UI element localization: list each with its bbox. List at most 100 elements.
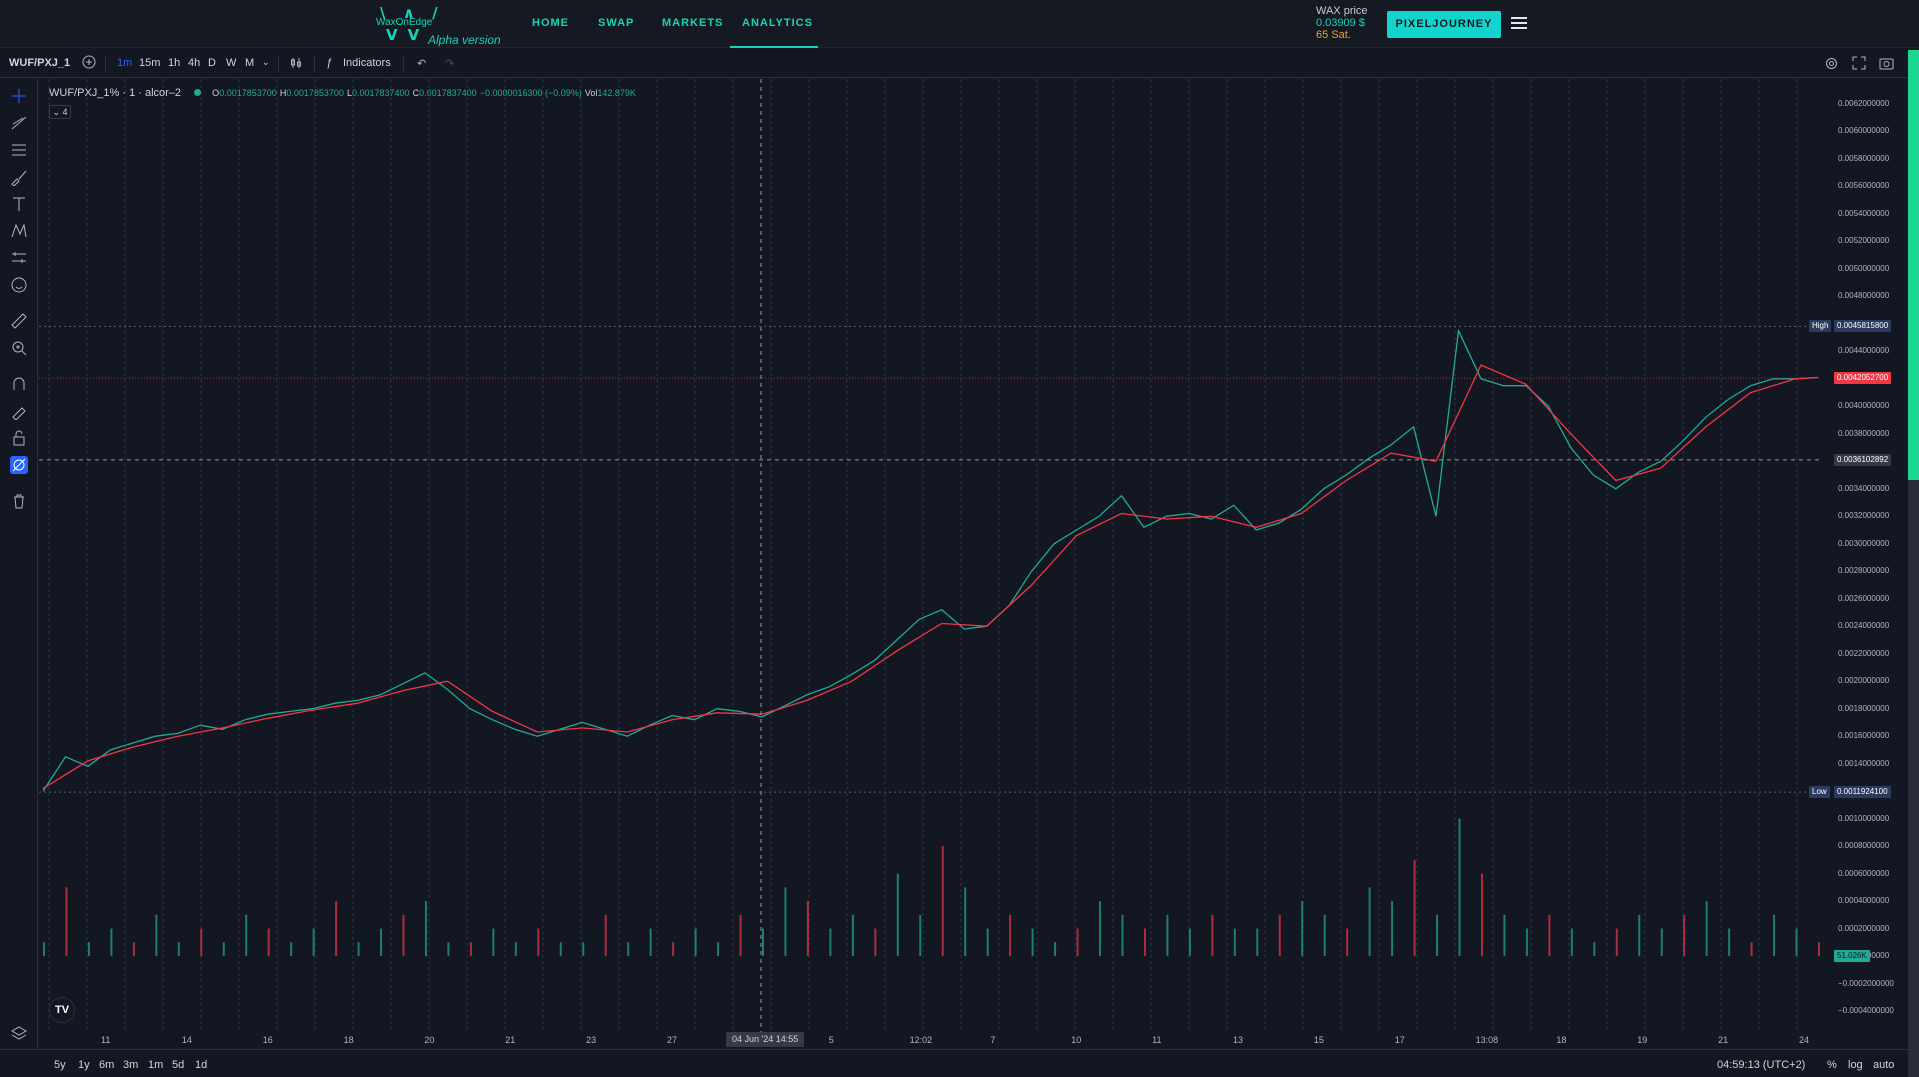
chart-toolbar: WUF/PXJ_1 1m 15m 1h 4h D W M ⌄ ƒ Indicat… <box>0 49 1919 78</box>
hamburger-menu-icon[interactable] <box>1511 17 1527 31</box>
volume-bar <box>380 928 383 957</box>
price-axis-tick-label: 0.0054000000 <box>1838 208 1890 218</box>
volume-bar <box>1638 914 1641 957</box>
volume-bar <box>402 914 405 957</box>
symbol-search-button[interactable]: WUF/PXJ_1 <box>9 57 71 69</box>
price-axis-tick-label: −0.0002000000 <box>1838 978 1894 988</box>
price-axis-tick-label: 0.0006000000 <box>1838 868 1890 878</box>
time-axis-tick-label: 10 <box>1071 1035 1082 1045</box>
range-5d[interactable]: 5d <box>172 1059 185 1071</box>
low-label-tag: Low <box>1809 786 1830 799</box>
price-axis-tick-label: 0.0016000000 <box>1838 731 1890 741</box>
legend-volume: 142.879K <box>597 88 636 98</box>
redo-icon[interactable]: ↷ <box>445 58 455 70</box>
interval-15m[interactable]: 15m <box>139 57 161 69</box>
interval-1h[interactable]: 1h <box>168 57 181 69</box>
camera-snapshot-icon[interactable] <box>1879 56 1894 70</box>
pixeljourney-button[interactable]: PIXELJOURNEY <box>1387 11 1501 38</box>
volume-bar <box>1323 914 1326 957</box>
interval-4h[interactable]: 4h <box>188 57 201 69</box>
lock-icon[interactable] <box>10 429 28 447</box>
brush-icon[interactable] <box>10 168 28 187</box>
compare-add-icon[interactable] <box>82 55 96 69</box>
volume-bar <box>649 928 652 957</box>
clock-timezone[interactable]: 04:59:13 (UTC+2) <box>1717 1059 1806 1071</box>
pattern-tool-icon[interactable] <box>10 222 28 240</box>
crosshair-icon[interactable] <box>10 87 28 105</box>
chart-pane[interactable] <box>39 79 1919 1032</box>
volume-bar <box>1750 942 1753 957</box>
nav-markets[interactable]: MARKETS <box>662 17 724 29</box>
range-1y[interactable]: 1y <box>78 1059 90 1071</box>
chart-type-candles-icon[interactable] <box>289 56 303 70</box>
volume-bar <box>1773 914 1776 957</box>
nav-swap[interactable]: SWAP <box>598 17 635 29</box>
indicators-button[interactable]: Indicators <box>343 57 391 69</box>
legend-high: 0.0017853700 <box>286 88 344 98</box>
trash-icon[interactable] <box>10 492 28 510</box>
zoom-in-icon[interactable] <box>10 339 28 357</box>
log-scale-toggle[interactable]: log <box>1848 1059 1863 1071</box>
low-value-tag: 0.0011924100 <box>1834 786 1891 799</box>
emoji-icon[interactable] <box>10 276 28 294</box>
magnet-icon[interactable] <box>10 375 28 393</box>
interval-1m[interactable]: 1m <box>117 57 133 69</box>
time-axis-tick-label: 7 <box>990 1035 996 1045</box>
page-scrollbar-track[interactable] <box>1908 480 1919 1077</box>
trend-line-icon[interactable] <box>10 114 28 132</box>
range-1d[interactable]: 1d <box>195 1059 208 1071</box>
high-value-tag: 0.0045815800 <box>1834 320 1892 333</box>
volume-bar <box>851 914 854 957</box>
prediction-tool-icon[interactable] <box>10 249 28 267</box>
range-3m[interactable]: 3m <box>123 1059 139 1071</box>
auto-scale-toggle[interactable]: auto <box>1873 1059 1895 1071</box>
range-1m[interactable]: 1m <box>148 1059 164 1071</box>
logo-mark-bottom: VV <box>386 26 430 44</box>
indicators-fx-icon[interactable]: ƒ <box>326 57 333 69</box>
layers-icon[interactable] <box>10 1024 28 1042</box>
range-5y[interactable]: 5y <box>54 1059 66 1071</box>
percent-scale-toggle[interactable]: % <box>1827 1059 1837 1071</box>
time-axis-tick-label: 21 <box>1718 1035 1729 1045</box>
time-axis[interactable]: 1114161820212327Jun512:027101113151713:0… <box>39 1032 1919 1048</box>
fullscreen-icon[interactable] <box>1852 56 1866 70</box>
lock-drawing-mode-icon[interactable] <box>10 402 28 421</box>
volume-bar <box>1615 928 1618 957</box>
volume-bar <box>1480 873 1483 957</box>
page-scrollbar-thumb[interactable] <box>1908 50 1919 480</box>
text-tool-icon[interactable] <box>10 195 28 213</box>
volume-bar <box>761 928 764 957</box>
nav-analytics[interactable]: ANALYTICS <box>742 17 813 29</box>
legend-change: −0.0000016300 (−0.09%) <box>479 88 582 98</box>
legend-collapse-button[interactable]: ⌄ 4 <box>49 105 71 119</box>
tradingview-logo[interactable]: TV <box>49 997 75 1023</box>
ruler-icon[interactable] <box>10 312 28 330</box>
interval-m[interactable]: M <box>245 57 255 69</box>
waxonedge-logo[interactable]: \ ∧ / WaxOnEdge VV Alpha version <box>372 4 512 47</box>
settings-gear-icon[interactable] <box>1824 56 1839 71</box>
undo-icon[interactable]: ↶ <box>417 58 427 70</box>
nav-home[interactable]: HOME <box>532 17 569 29</box>
price-chart-svg[interactable] <box>39 79 1919 1032</box>
price-axis-tick-label: 0.0048000000 <box>1838 291 1890 301</box>
volume-bar <box>43 942 45 957</box>
legend-symbol[interactable]: WUF/PXJ_1% · 1 · alcor–2 <box>49 87 182 99</box>
fib-retracement-icon[interactable] <box>10 141 28 159</box>
volume-bar <box>1256 928 1259 957</box>
volume-bar <box>177 942 180 957</box>
toolbar-divider <box>105 55 106 72</box>
volume-bar <box>200 928 203 957</box>
range-6m[interactable]: 6m <box>99 1059 115 1071</box>
interval-w[interactable]: W <box>226 57 237 69</box>
interval-d[interactable]: D <box>208 57 216 69</box>
volume-bar <box>1188 928 1191 957</box>
price-axis-tick-label: 0.0002000000 <box>1838 923 1890 933</box>
price-axis-tick-label: 0.0026000000 <box>1838 593 1890 603</box>
volume-bar <box>829 928 832 957</box>
volume-bar <box>964 887 967 957</box>
toolbar-divider <box>278 55 279 72</box>
hide-drawings-icon[interactable] <box>10 456 28 474</box>
interval-dropdown-chevron-icon[interactable]: ⌄ <box>262 57 270 67</box>
volume-bar <box>896 873 899 957</box>
